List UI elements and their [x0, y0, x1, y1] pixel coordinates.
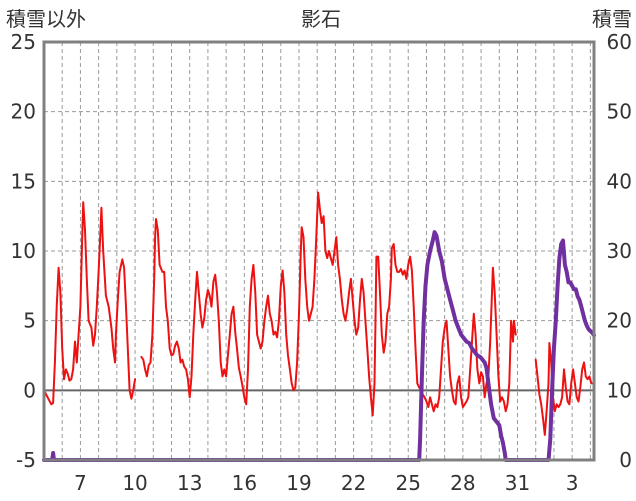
left-tick-label: 0 — [23, 378, 36, 402]
x-tick-label: 19 — [286, 471, 311, 495]
right-tick-label: 60 — [607, 30, 632, 54]
right-tick-label: 30 — [607, 239, 632, 263]
grid-layer — [43, 42, 594, 460]
right-tick-label: 10 — [607, 378, 632, 402]
x-tick-label: 3 — [566, 471, 579, 495]
snow-depth-line — [42, 230, 596, 462]
non-snow-line — [534, 342, 595, 436]
x-tick-label: 13 — [177, 471, 202, 495]
non-snow-line — [43, 201, 137, 406]
non-snow-line — [140, 191, 517, 417]
x-tick-label: 7 — [74, 471, 87, 495]
x-tick-label: 16 — [232, 471, 257, 495]
x-tick-label: 10 — [122, 471, 147, 495]
left-tick-label: -5 — [16, 448, 36, 472]
left-tick-label: 5 — [23, 309, 36, 333]
left-tick-label: 25 — [11, 30, 36, 54]
x-tick-label: 22 — [341, 471, 366, 495]
left-axis-label: 積雪以外 — [6, 7, 86, 31]
x-tick-label: 25 — [396, 471, 421, 495]
left-tick-label: 20 — [11, 100, 36, 124]
series-layer — [42, 191, 596, 462]
left-tick-label: 15 — [11, 169, 36, 193]
chart-title: 影石 — [301, 7, 341, 31]
ticks-layer: -5 0 5 10 15 20 25 0 10 20 30 40 50 60 7 10 13 16 19 22 25 28… — [11, 30, 632, 495]
left-tick-label: 10 — [11, 239, 36, 263]
right-tick-label: 20 — [607, 309, 632, 333]
x-tick-label: 31 — [505, 471, 530, 495]
right-tick-label: 50 — [607, 100, 632, 124]
x-tick-label: 28 — [450, 471, 475, 495]
right-axis-label: 積雪 — [592, 7, 632, 31]
right-tick-label: 40 — [607, 169, 632, 193]
plot-frame — [42, 40, 596, 462]
right-tick-label: 0 — [619, 448, 632, 472]
